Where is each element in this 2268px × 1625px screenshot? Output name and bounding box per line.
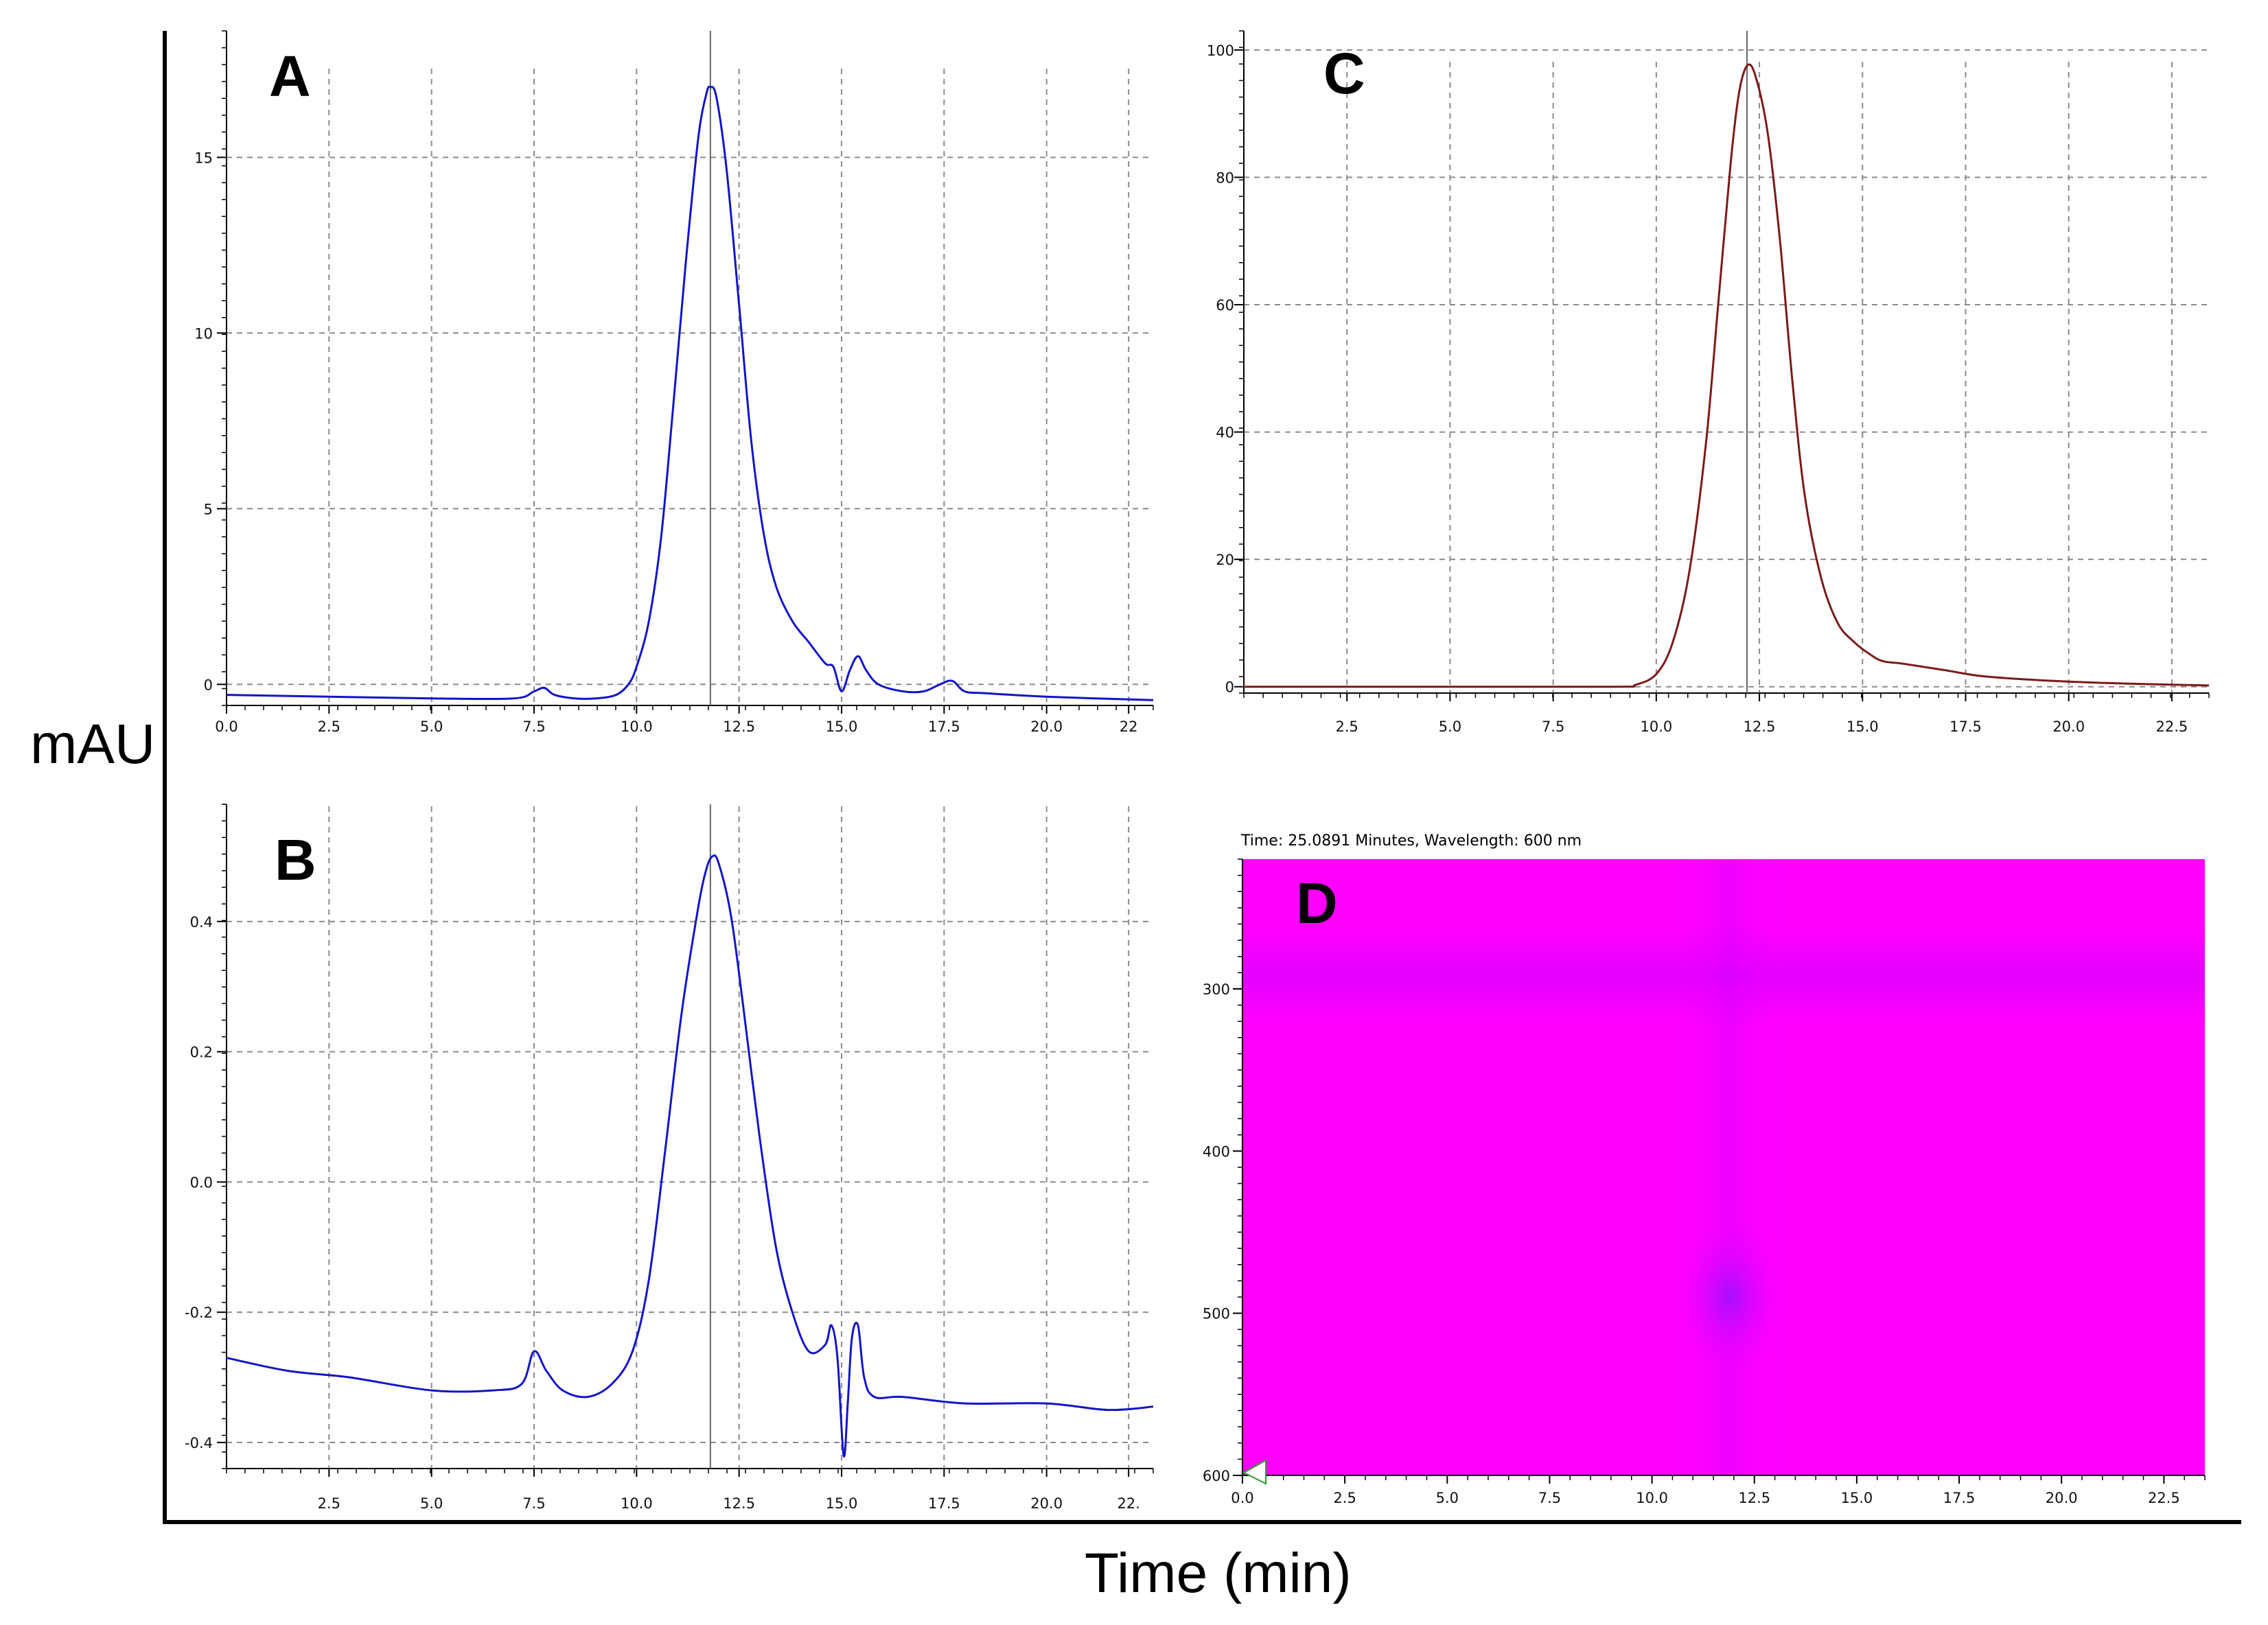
panel-d-y-ticks: 300 400 500 600 [1203, 981, 1230, 1484]
x-tick-label: 12.5 [1738, 1490, 1770, 1506]
y-tick-label: 60 [1216, 297, 1234, 314]
x-tick-label: 17.5 [928, 718, 960, 735]
x-tick-label: 10.0 [1636, 1490, 1668, 1506]
panel-a-gridlines [227, 69, 1153, 705]
x-tick-label: 17.5 [1943, 1490, 1976, 1506]
y-tick-label: 0 [1225, 679, 1234, 696]
x-tick-label: 20.0 [2046, 1490, 2078, 1506]
panel-b-x-ticks: 2.5 5.0 7.5 10.0 12.5 15.0 17.5 20.0 22. [318, 1495, 1140, 1512]
figure-ylabel: mAU [30, 713, 155, 775]
panel-c-gridlines [1244, 49, 2209, 693]
y-tick-label: 400 [1203, 1143, 1230, 1160]
panel-b-series-line [226, 854, 1154, 1458]
heatmap-lower-peak-blob [1671, 1215, 1788, 1380]
x-tick-label: 22. [1117, 1495, 1139, 1512]
y-tick-label: -0.2 [185, 1305, 213, 1321]
figure-xlabel: Time (min) [1085, 1542, 1352, 1604]
x-tick-label: 7.5 [1538, 1490, 1561, 1506]
x-tick-label: 20.0 [1030, 1495, 1063, 1512]
x-tick-label: 17.5 [1949, 718, 1982, 735]
panel-d-info-text: Time: 25.0891 Minutes, Wavelength: 600 n… [1240, 832, 1582, 850]
panel-d-x-ticks: 0.0 2.5 5.0 7.5 10.0 12.5 15.0 17.5 20.0 22.5 [1231, 1490, 2179, 1506]
y-tick-label: 10 [194, 325, 213, 342]
x-tick-label: 10.0 [1640, 718, 1672, 735]
x-tick-label: 2.5 [318, 718, 340, 735]
x-tick-label: 0.0 [1231, 1490, 1253, 1506]
x-tick-label: 5.0 [1436, 1490, 1459, 1506]
heatmap-cursor-marker[interactable] [1242, 1459, 1266, 1485]
x-tick-label: 7.5 [522, 1495, 545, 1512]
y-tick-label: 0 [204, 677, 213, 693]
y-tick-label: 40 [1216, 425, 1234, 441]
panel-b-gridlines [227, 806, 1153, 1469]
y-tick-label: 20 [1216, 552, 1234, 568]
panel-c-axes [1234, 30, 2210, 701]
y-tick-label: -0.4 [185, 1435, 213, 1451]
y-tick-label: 100 [1207, 43, 1234, 59]
y-tick-label: 0.2 [190, 1044, 213, 1061]
x-tick-label: 22 [1120, 718, 1138, 735]
heatmap-peak-hotspot [1640, 859, 1819, 996]
x-tick-label: 12.5 [723, 1495, 755, 1512]
panel-c-chart: 2.5 5.0 7.5 10.0 12.5 15.0 17.5 20.0 22.5 0 20 40 6… [1207, 30, 2210, 735]
x-tick-label: 20.0 [2052, 718, 2085, 735]
x-tick-label: 2.5 [318, 1495, 340, 1512]
y-tick-label: 600 [1203, 1468, 1230, 1484]
y-tick-label: 0.0 [190, 1174, 213, 1191]
panel-d-letter: D [1296, 871, 1338, 935]
x-tick-label: 5.0 [1439, 718, 1461, 735]
panel-c-letter: C [1323, 41, 1365, 106]
x-tick-label: 2.5 [1333, 1490, 1356, 1506]
x-tick-label: 10.0 [621, 718, 653, 735]
x-tick-label: 15.0 [826, 718, 858, 735]
x-tick-label: 15.0 [826, 1495, 858, 1512]
panel-b-y-ticks: -0.4 -0.2 0.0 0.2 0.4 [185, 914, 213, 1451]
x-tick-label: 7.5 [1542, 718, 1564, 735]
panel-c-series-line [1244, 63, 2210, 688]
panel-a-series-line [226, 85, 1154, 701]
x-tick-label: 2.5 [1336, 718, 1358, 735]
panel-c-x-ticks: 2.5 5.0 7.5 10.0 12.5 15.0 17.5 20.0 22.5 [1336, 718, 2188, 735]
y-tick-label: 15 [194, 150, 213, 166]
panel-b-letter: B [275, 828, 316, 892]
panel-d-heatmap: Time: 25.0891 Minutes, Wavelength: 600 n… [1203, 832, 2206, 1506]
x-tick-label: 5.0 [420, 1495, 443, 1512]
y-tick-label: 500 [1203, 1306, 1230, 1322]
y-tick-label: 80 [1216, 169, 1234, 186]
panel-c-y-ticks: 0 20 40 60 80 100 [1207, 43, 1234, 696]
panel-a-x-ticks: 0.0 2.5 5.0 7.5 10.0 12.5 15.0 17.5 20.0 22 [215, 718, 1137, 735]
y-tick-label: 300 [1203, 981, 1230, 998]
panel-a-axes [217, 30, 1154, 714]
y-tick-label: 5 [204, 501, 213, 517]
x-tick-label: 12.5 [1744, 718, 1776, 735]
x-tick-label: 17.5 [928, 1495, 960, 1512]
y-tick-label: 0.4 [190, 914, 213, 931]
x-tick-label: 5.0 [420, 718, 443, 735]
panel-b-chart: 2.5 5.0 7.5 10.0 12.5 15.0 17.5 20.0 22. -0.4-0.… [185, 804, 1154, 1512]
x-tick-label: 15.0 [1841, 1490, 1873, 1506]
panel-a-y-ticks: 0 5 10 15 [194, 150, 213, 693]
panel-a-letter: A [269, 44, 311, 108]
panel-a-chart: 0.0 2.5 5.0 7.5 10.0 12.5 15.0 17.5 20.0 22 0 5 10 1… [194, 30, 1154, 735]
x-tick-label: 7.5 [522, 718, 545, 735]
x-tick-label: 12.5 [723, 718, 755, 735]
x-tick-label: 0.0 [215, 718, 238, 735]
x-tick-label: 22.5 [2156, 718, 2188, 735]
panel-b-axes [217, 804, 1154, 1477]
x-tick-label: 20.0 [1030, 718, 1063, 735]
x-tick-label: 10.0 [621, 1495, 653, 1512]
x-tick-label: 22.5 [2148, 1490, 2180, 1506]
x-tick-label: 15.0 [1847, 718, 1879, 735]
